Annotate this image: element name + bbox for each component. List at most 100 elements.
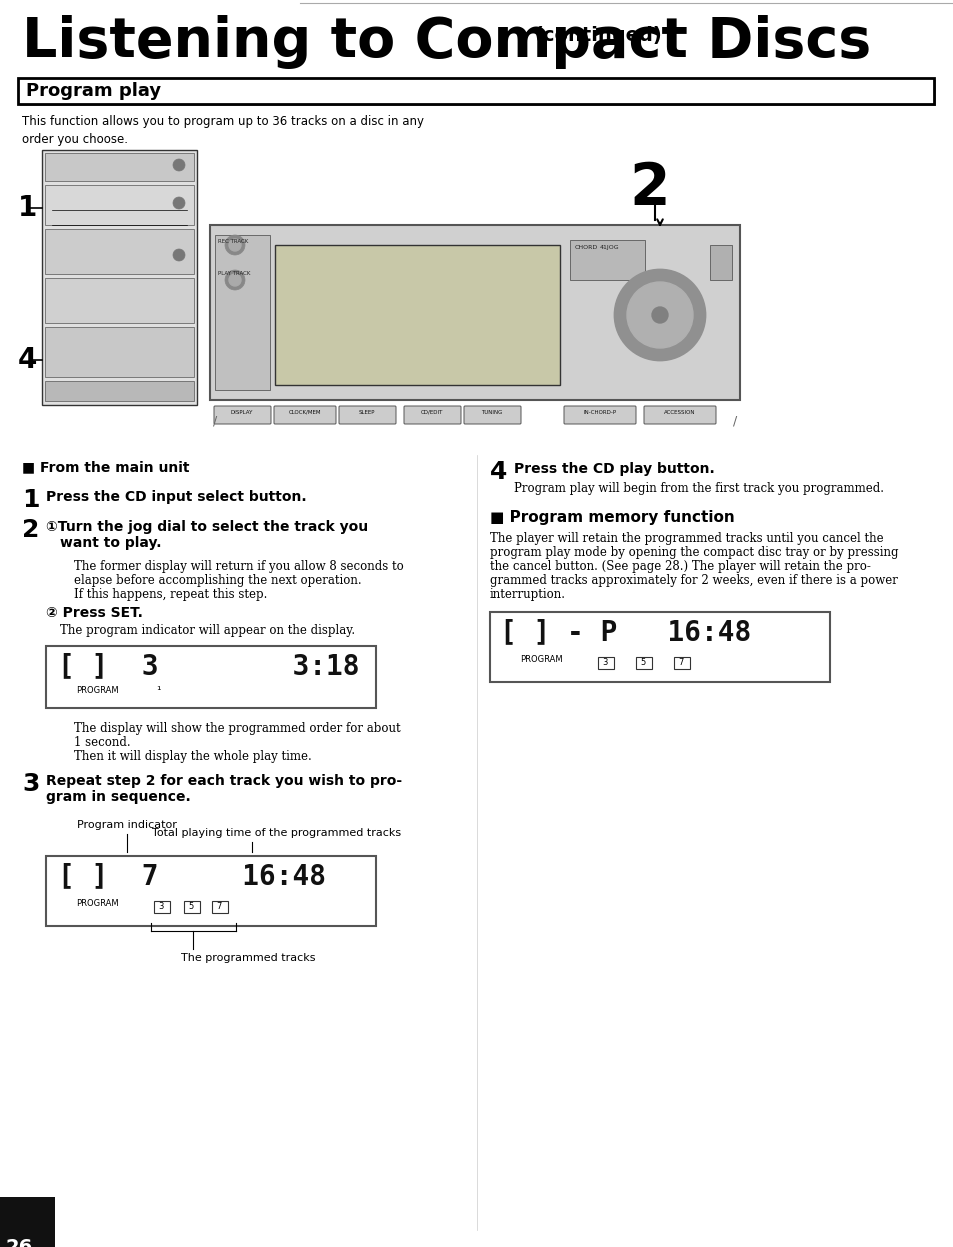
Text: The program indicator will appear on the display.: The program indicator will appear on the… — [60, 624, 355, 637]
Circle shape — [225, 234, 245, 254]
Bar — [274, 244, 559, 385]
FancyBboxPatch shape — [463, 407, 520, 424]
Text: PROGRAM: PROGRAM — [519, 655, 562, 663]
Text: Program play will begin from the first track you programmed.: Program play will begin from the first t… — [514, 483, 883, 495]
Text: Press the CD input select button.: Press the CD input select button. — [46, 490, 306, 504]
Text: interruption.: interruption. — [490, 589, 565, 601]
Text: CD/EDIT: CD/EDIT — [420, 410, 443, 415]
Text: REC TRACK: REC TRACK — [218, 239, 248, 244]
Text: DISPLAY: DISPLAY — [231, 410, 253, 415]
Bar — [709, 244, 731, 281]
FancyBboxPatch shape — [213, 407, 271, 424]
Bar — [636, 657, 651, 668]
Circle shape — [651, 307, 667, 323]
Text: ■ Program memory function: ■ Program memory function — [490, 510, 734, 525]
FancyBboxPatch shape — [643, 407, 716, 424]
Circle shape — [626, 282, 692, 348]
Text: 5: 5 — [188, 902, 193, 912]
Text: 2: 2 — [629, 160, 670, 217]
Text: 7: 7 — [678, 658, 682, 667]
Bar — [673, 657, 689, 668]
Bar — [598, 657, 614, 668]
Text: SLEEP: SLEEP — [358, 410, 375, 415]
Text: 1: 1 — [18, 195, 37, 222]
Bar — [45, 382, 193, 402]
Text: Repeat step 2 for each track you wish to pro-: Repeat step 2 for each track you wish to… — [46, 774, 402, 788]
Bar — [153, 902, 170, 913]
Bar — [490, 612, 829, 682]
Text: Then it will display the whole play time.: Then it will display the whole play time… — [74, 749, 312, 763]
Text: The programmed tracks: The programmed tracks — [181, 953, 315, 963]
Text: 3: 3 — [158, 902, 163, 912]
Text: /: / — [213, 415, 217, 428]
Bar — [0, 1197, 55, 1247]
Text: elapse before accomplishing the next operation.: elapse before accomplishing the next ope… — [74, 574, 361, 587]
Text: want to play.: want to play. — [60, 536, 161, 550]
Text: CHORD: CHORD — [575, 244, 598, 249]
Bar — [45, 185, 193, 224]
Text: Listening to Compact Discs: Listening to Compact Discs — [22, 15, 870, 69]
Text: program play mode by opening the compact disc tray or by pressing: program play mode by opening the compact… — [490, 546, 898, 559]
Text: Program play: Program play — [26, 82, 161, 100]
Bar — [45, 153, 193, 181]
Text: ② Press SET.: ② Press SET. — [46, 606, 143, 620]
Text: 4: 4 — [490, 460, 507, 484]
Text: If this happens, repeat this step.: If this happens, repeat this step. — [74, 589, 267, 601]
Text: PROGRAM: PROGRAM — [76, 686, 118, 695]
Bar — [569, 239, 644, 281]
Bar — [210, 224, 740, 400]
Text: 1 second.: 1 second. — [74, 736, 131, 749]
Bar — [212, 902, 228, 913]
Bar — [18, 79, 933, 104]
Bar — [45, 327, 193, 377]
Text: 41JOG: 41JOG — [599, 244, 619, 249]
FancyBboxPatch shape — [403, 407, 460, 424]
Circle shape — [229, 274, 241, 286]
Circle shape — [229, 239, 241, 251]
Text: Program indicator: Program indicator — [77, 821, 176, 831]
Text: 2: 2 — [22, 518, 39, 542]
FancyBboxPatch shape — [563, 407, 636, 424]
Bar — [42, 150, 196, 405]
Text: PROGRAM: PROGRAM — [76, 899, 118, 908]
Circle shape — [615, 271, 704, 360]
Circle shape — [172, 197, 185, 209]
Bar — [46, 646, 375, 708]
Bar — [214, 234, 270, 390]
Text: IN-CHORD-P: IN-CHORD-P — [583, 410, 616, 415]
Text: TUNING: TUNING — [481, 410, 502, 415]
Text: Press the CD play button.: Press the CD play button. — [514, 461, 714, 476]
Bar — [184, 902, 200, 913]
Circle shape — [172, 249, 185, 261]
Text: [ ] - P   16:48: [ ] - P 16:48 — [499, 619, 750, 646]
Circle shape — [172, 160, 185, 171]
Bar — [45, 278, 193, 323]
Text: [ ]  7     16:48: [ ] 7 16:48 — [58, 862, 326, 890]
Text: The display will show the programmed order for about: The display will show the programmed ord… — [74, 722, 400, 734]
Text: This function allows you to program up to 36 tracks on a disc in any
order you c: This function allows you to program up t… — [22, 115, 423, 146]
FancyBboxPatch shape — [274, 407, 335, 424]
Text: 5: 5 — [639, 658, 644, 667]
Bar — [46, 855, 375, 927]
Bar — [20, 80, 935, 106]
Text: PLAY TRACK: PLAY TRACK — [218, 271, 250, 276]
Text: 4: 4 — [18, 345, 37, 374]
FancyBboxPatch shape — [338, 407, 395, 424]
Text: The former display will return if you allow 8 seconds to: The former display will return if you al… — [74, 560, 403, 574]
Text: grammed tracks approximately for 2 weeks, even if there is a power: grammed tracks approximately for 2 weeks… — [490, 574, 897, 587]
Text: ¹: ¹ — [156, 686, 160, 696]
Text: 3: 3 — [601, 658, 607, 667]
Text: gram in sequence.: gram in sequence. — [46, 791, 191, 804]
Text: [ ]  3        3:18: [ ] 3 3:18 — [58, 652, 359, 680]
Text: ACCESSION: ACCESSION — [663, 410, 695, 415]
Text: 1: 1 — [22, 488, 39, 513]
Text: ■ From the main unit: ■ From the main unit — [22, 460, 190, 474]
Circle shape — [225, 271, 245, 291]
Text: 7: 7 — [215, 902, 221, 912]
Bar — [45, 229, 193, 274]
Text: 26: 26 — [6, 1238, 33, 1247]
Text: Total playing time of the programmed tracks: Total playing time of the programmed tra… — [152, 828, 400, 838]
Text: CLOCK/MEM: CLOCK/MEM — [289, 410, 321, 415]
Text: /: / — [732, 415, 737, 428]
Text: (continued): (continued) — [534, 26, 661, 45]
